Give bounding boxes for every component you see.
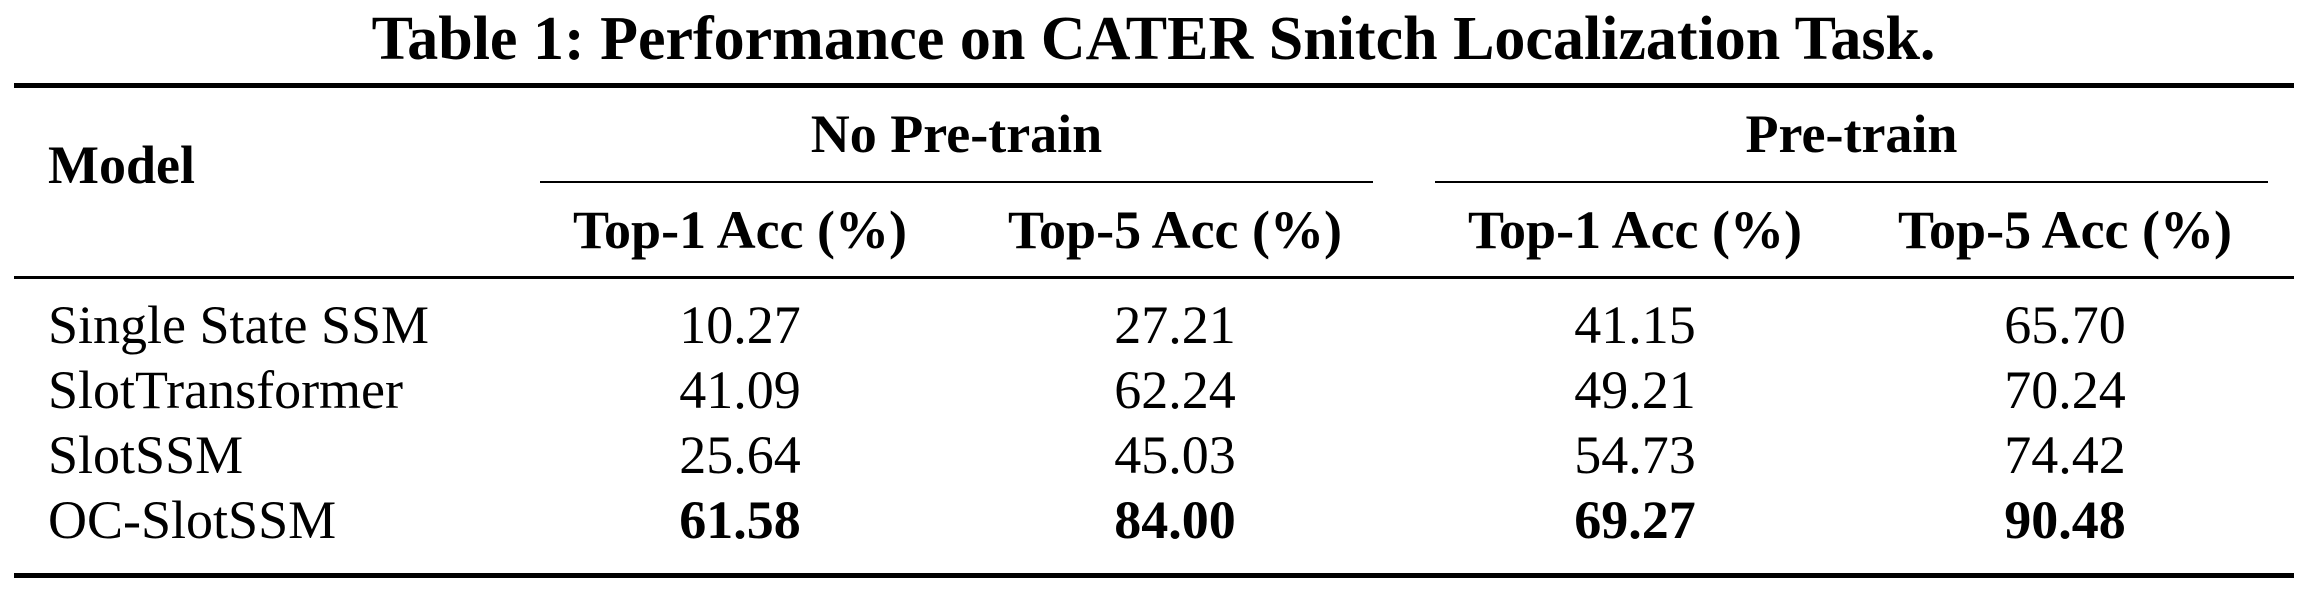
no-pretrain-group-rule: [540, 181, 1373, 183]
table-cell: 10.27: [679, 295, 801, 355]
table-cell: 54.73: [1574, 425, 1696, 485]
table-cell-best: 61.58: [679, 490, 801, 550]
table-row-label: OC-SlotSSM: [48, 490, 337, 550]
column-header-no-pretrain-top5: Top-5 Acc (%): [1008, 200, 1342, 260]
table-cell: 74.42: [2004, 425, 2126, 485]
table-cell: 41.09: [679, 360, 801, 420]
model-column-header: Model: [48, 135, 195, 195]
column-header-pretrain-top1: Top-1 Acc (%): [1468, 200, 1802, 260]
table-cell-best: 90.48: [2004, 490, 2126, 550]
table-cell: 45.03: [1114, 425, 1236, 485]
table-cell: 41.15: [1574, 295, 1696, 355]
top-rule: [14, 83, 2294, 88]
column-header-no-pretrain-top1: Top-1 Acc (%): [573, 200, 907, 260]
header-rule: [14, 276, 2294, 279]
column-header-pretrain-top5: Top-5 Acc (%): [1898, 200, 2232, 260]
table-cell: 62.24: [1114, 360, 1236, 420]
table-row-label: Single State SSM: [48, 295, 430, 355]
table-cell: 25.64: [679, 425, 801, 485]
table-cell-best: 69.27: [1574, 490, 1696, 550]
table-row-label: SlotSSM: [48, 425, 244, 485]
table-cell: 27.21: [1114, 295, 1236, 355]
bottom-rule: [14, 573, 2294, 578]
table-cell: 49.21: [1574, 360, 1696, 420]
group-header-no-pretrain: No Pre-train: [810, 104, 1103, 164]
table-cell: 70.24: [2004, 360, 2126, 420]
pretrain-group-rule: [1435, 181, 2268, 183]
table-caption: Table 1: Performance on CATER Snitch Loc…: [371, 5, 1936, 73]
table-row-label: SlotTransformer: [48, 360, 404, 420]
group-header-pretrain: Pre-train: [1745, 104, 1958, 164]
table-cell-best: 84.00: [1114, 490, 1236, 550]
table-cell: 65.70: [2004, 295, 2126, 355]
